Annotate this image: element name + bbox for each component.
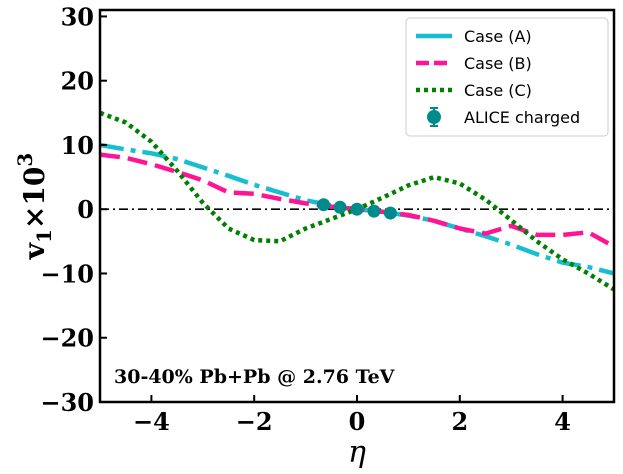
y-axis-label-times: ×10 [18, 167, 51, 229]
legend: Case (A) Case (B) Case (C) ALICE charged [405, 17, 609, 137]
alice-data-point [317, 198, 331, 212]
x-tick-label: 2 [451, 407, 468, 436]
y-tick-label: 20 [61, 67, 94, 96]
legend-box [405, 17, 609, 137]
alice-data-point [383, 206, 397, 220]
y-axis-label: v1×103 [13, 153, 56, 261]
y-tick-label: 10 [61, 131, 94, 160]
x-axis-label: η [348, 435, 366, 470]
x-tick-label: −4 [133, 407, 170, 436]
marker-layer [317, 198, 397, 220]
y-axis-label-main: v [18, 242, 51, 260]
legend-label: Case (B) [464, 54, 532, 73]
x-tick-label: 0 [349, 407, 366, 436]
y-axis-label-exp: 3 [13, 153, 37, 167]
legend-label: Case (C) [464, 81, 532, 100]
legend-label: Case (A) [464, 27, 532, 46]
legend-label: ALICE charged [464, 108, 580, 127]
series-layer [100, 110, 614, 292]
y-tick-label: 30 [61, 2, 94, 31]
y-tick-label: −30 [40, 388, 94, 417]
alice-data-point [350, 202, 364, 216]
y-tick-label: 0 [77, 195, 94, 224]
alice-data-point [333, 200, 347, 214]
y-axis-label-sub: 1 [32, 229, 56, 243]
alice-data-point [367, 204, 381, 218]
y-tick-label: −10 [40, 259, 94, 288]
collision-annotation: 30-40% Pb+Pb @ 2.76 TeV [114, 366, 396, 388]
y-tick-label: −20 [40, 324, 94, 353]
x-tick-label: −2 [236, 407, 273, 436]
x-tick-label: 4 [554, 407, 571, 436]
legend-swatch-alice-charged [427, 110, 441, 124]
series-line-case-c [100, 110, 614, 292]
